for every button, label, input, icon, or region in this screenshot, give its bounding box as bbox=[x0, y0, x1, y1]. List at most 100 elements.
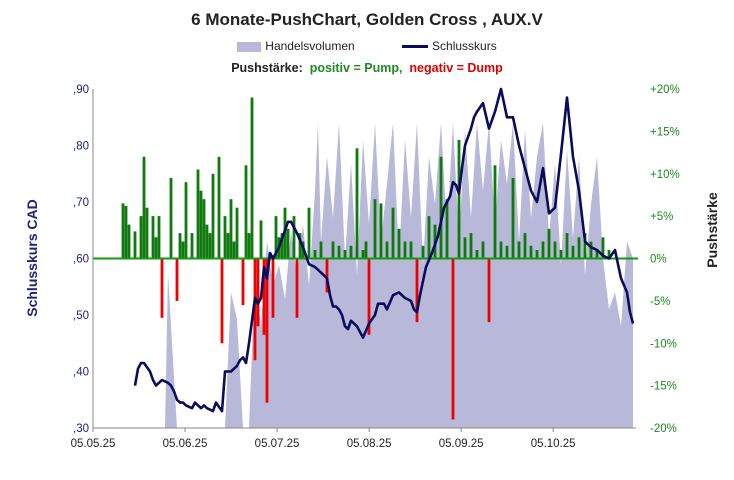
y-right-tick-label: -5% bbox=[650, 296, 670, 308]
subtitle-positive: positiv = Pump, bbox=[309, 61, 403, 75]
push-bar bbox=[409, 241, 413, 259]
y-right-tick-label: +15% bbox=[650, 126, 680, 138]
push-bar bbox=[589, 241, 593, 259]
push-bar bbox=[511, 178, 515, 259]
push-bar bbox=[457, 139, 461, 259]
axes-layer: ,90 ,80 ,70 ,60 ,50 ,40 ,30 +20% +15% +10% +5% 0% -5… bbox=[71, 84, 680, 450]
push-bar bbox=[232, 241, 236, 259]
push-bar bbox=[175, 258, 179, 301]
y-left-tick-label: ,90 bbox=[73, 84, 89, 96]
push-bar bbox=[439, 156, 443, 259]
push-bar bbox=[451, 258, 455, 420]
push-bar bbox=[481, 241, 485, 259]
push-bar bbox=[565, 233, 569, 259]
y-right-tick-label: 0% bbox=[650, 254, 667, 266]
push-bar bbox=[487, 258, 491, 323]
close-line bbox=[133, 87, 635, 413]
chart-title: 6 Monate-PushChart, Golden Cross , AUX.V bbox=[191, 10, 543, 29]
push-bar bbox=[202, 199, 206, 259]
push-bar bbox=[241, 258, 245, 306]
y-left-tick-label: ,70 bbox=[73, 197, 89, 209]
push-bar bbox=[337, 245, 341, 259]
y-right-tick-label: +5% bbox=[650, 211, 673, 223]
push-bar bbox=[307, 207, 311, 259]
push-bar bbox=[577, 237, 581, 259]
push-bar bbox=[547, 228, 551, 259]
y-right-tick-label: -20% bbox=[650, 423, 677, 435]
x-tick-label: 05.09.25 bbox=[439, 438, 484, 450]
push-bar bbox=[274, 216, 278, 259]
subtitle-prefix: Pushstärke: bbox=[231, 61, 303, 75]
push-bar bbox=[559, 250, 563, 259]
push-bar bbox=[601, 237, 605, 259]
y-right-tick-label: +10% bbox=[650, 169, 680, 181]
push-bar bbox=[469, 233, 473, 259]
push-bar bbox=[247, 233, 251, 259]
x-tick-label: 05.06.25 bbox=[163, 438, 208, 450]
volume-layer bbox=[93, 122, 633, 429]
push-bar bbox=[319, 241, 323, 259]
push-bar bbox=[139, 216, 143, 259]
push-bar bbox=[607, 250, 611, 259]
push-bar bbox=[235, 207, 239, 259]
y-left-tick-label: ,80 bbox=[73, 141, 89, 153]
push-bars-layer bbox=[121, 97, 611, 420]
y-right-tick-label: -10% bbox=[650, 338, 677, 350]
push-bar bbox=[211, 173, 215, 259]
push-bar bbox=[295, 258, 299, 318]
push-bar bbox=[280, 233, 284, 259]
push-bar bbox=[523, 233, 527, 259]
push-bar bbox=[541, 241, 545, 259]
y-left-tick-label: ,40 bbox=[73, 367, 89, 379]
push-bar bbox=[160, 258, 164, 318]
legend-item-close: Schlusskurs bbox=[402, 39, 497, 53]
push-bar bbox=[553, 241, 557, 259]
legend-swatch-volume bbox=[237, 41, 262, 52]
push-bar bbox=[181, 241, 185, 259]
push-bar bbox=[142, 156, 146, 259]
close-line-layer bbox=[133, 87, 635, 413]
push-bar bbox=[265, 258, 269, 403]
push-bar bbox=[373, 199, 377, 259]
y-left-tick-label: ,30 bbox=[73, 423, 89, 435]
legend-label-volume: Handelsvolumen bbox=[265, 38, 355, 53]
push-bar bbox=[154, 237, 158, 259]
push-bar bbox=[190, 233, 194, 259]
chart-subtitle: Pushstärke: positiv = Pump, negativ = Du… bbox=[0, 61, 734, 75]
push-bar bbox=[121, 203, 125, 259]
push-bar bbox=[259, 220, 263, 259]
push-bar bbox=[445, 199, 449, 259]
push-bar bbox=[361, 250, 365, 259]
push-bar bbox=[226, 233, 230, 259]
push-bar bbox=[391, 207, 395, 259]
push-bar bbox=[499, 241, 503, 259]
x-tick-label: 05.10.25 bbox=[531, 438, 576, 450]
push-bar bbox=[367, 258, 371, 335]
push-bar bbox=[217, 156, 221, 259]
push-bar bbox=[529, 245, 533, 259]
y-right-tick-label: -15% bbox=[650, 381, 677, 393]
push-bar bbox=[253, 258, 257, 361]
push-bar bbox=[256, 258, 260, 327]
push-bar bbox=[133, 231, 137, 259]
push-bar bbox=[313, 250, 317, 259]
push-bar bbox=[463, 237, 467, 259]
push-bar bbox=[292, 216, 296, 259]
push-bar bbox=[475, 250, 479, 259]
x-tick-label: 05.05.25 bbox=[71, 438, 116, 450]
push-bar bbox=[220, 258, 224, 344]
push-bar bbox=[196, 169, 200, 259]
push-bar bbox=[145, 207, 149, 259]
push-bar bbox=[250, 97, 254, 259]
push-bar bbox=[169, 178, 173, 259]
push-bar bbox=[535, 250, 539, 259]
push-bar bbox=[505, 245, 509, 259]
push-bar bbox=[364, 241, 368, 259]
push-bar bbox=[244, 165, 248, 259]
push-bar bbox=[127, 224, 131, 259]
push-bar bbox=[205, 224, 209, 259]
x-tick-label: 05.07.25 bbox=[255, 438, 300, 450]
push-bar bbox=[199, 190, 203, 259]
push-bar bbox=[403, 241, 407, 259]
